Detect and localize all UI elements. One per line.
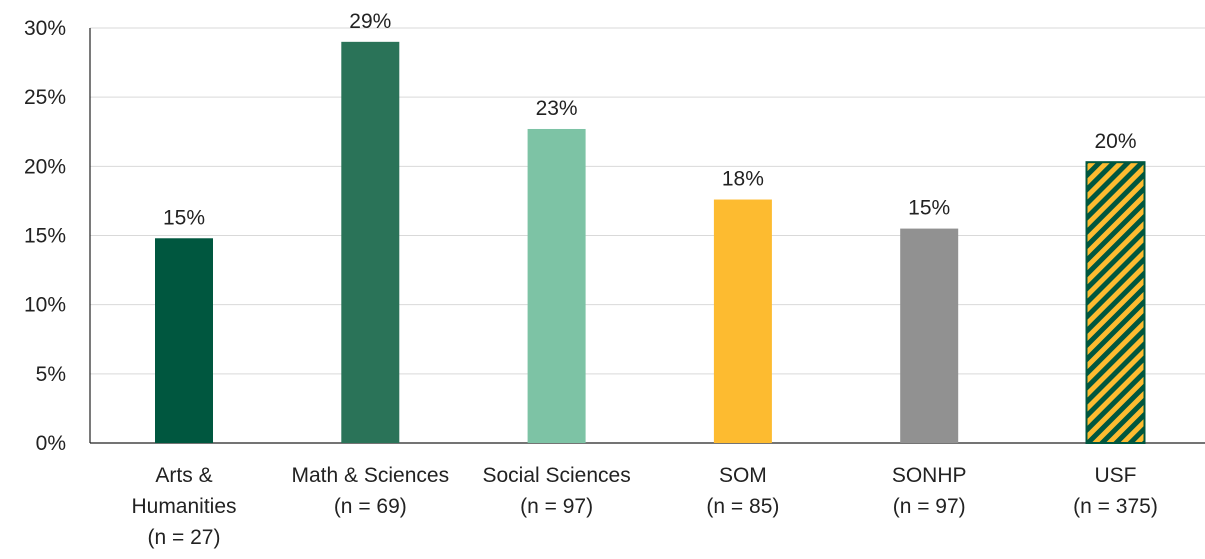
- bar: [155, 238, 213, 443]
- y-tick-label: 25%: [24, 86, 66, 109]
- bar: [341, 41, 400, 443]
- data-label: 23%: [536, 97, 578, 120]
- axes: [89, 28, 1205, 444]
- bar: [1085, 161, 1146, 445]
- y-tick-label: 0%: [36, 432, 66, 455]
- data-label: 18%: [722, 168, 764, 191]
- x-category-label: Math & Sciences (n = 69): [292, 464, 450, 518]
- data-labels: 15% 29% 23% 18% 15% 20%: [163, 10, 1137, 229]
- x-category-label: SONHP (n = 97): [892, 464, 967, 518]
- y-tick-label: 5%: [36, 363, 66, 386]
- category-labels: Arts & Humanities (n = 27) Math & Sciences(…: [131, 464, 1157, 549]
- y-tick-labels: 0% 5% 10% 15% 20% 25% 30%: [24, 17, 66, 455]
- y-tick-label: 30%: [24, 17, 66, 40]
- data-label: 29%: [349, 10, 391, 33]
- x-category-label: Arts & Humanities (n = 27): [131, 464, 236, 549]
- data-label: 15%: [163, 206, 205, 229]
- y-tick-label: 20%: [24, 155, 66, 178]
- bar: [713, 199, 772, 443]
- data-label: 15%: [908, 197, 950, 220]
- bar: [900, 228, 959, 443]
- x-category-label: SOM (n = 85): [706, 464, 779, 518]
- y-tick-label: 10%: [24, 294, 66, 317]
- x-category-label: Social Sciences (n = 97): [482, 464, 630, 518]
- y-tick-label: 15%: [24, 225, 66, 248]
- data-label: 20%: [1094, 130, 1136, 153]
- bars: [155, 41, 1146, 445]
- bar: [527, 128, 586, 443]
- x-category-label: USF (n = 375): [1073, 464, 1158, 518]
- gridlines: [90, 27, 1205, 375]
